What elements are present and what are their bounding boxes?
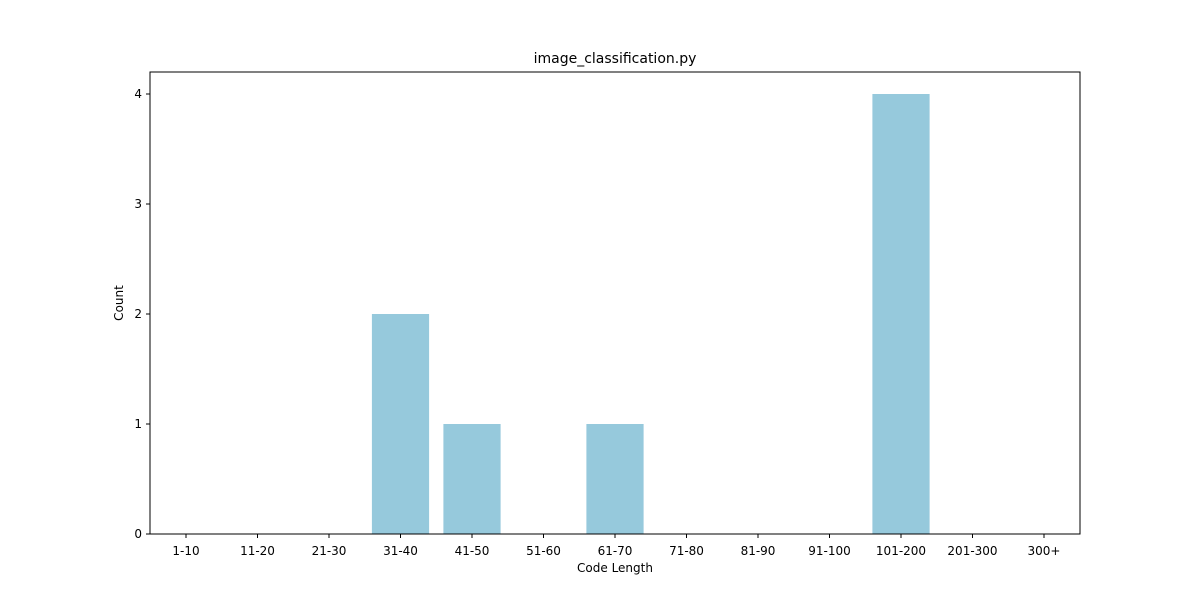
x-tick-label: 81-90 (741, 544, 776, 558)
bar-31-40 (371, 314, 430, 534)
y-tick-label: 4 (134, 87, 142, 101)
bars-layer (371, 94, 930, 534)
bar-61-70 (586, 424, 644, 534)
x-tick-label: 300+ (1028, 544, 1061, 558)
bar-101-200 (872, 94, 930, 534)
x-tick-label: 21-30 (312, 544, 347, 558)
x-tick-label: 201-300 (947, 544, 997, 558)
y-tick-label: 0 (134, 527, 142, 541)
x-axis-label: Code Length (577, 561, 653, 575)
x-tick-label: 1-10 (172, 544, 199, 558)
x-tick-label: 11-20 (240, 544, 275, 558)
x-tick-label: 61-70 (598, 544, 633, 558)
chart-title: image_classification.py (534, 51, 697, 67)
x-tick-label: 31-40 (383, 544, 418, 558)
x-axis: 1-10 11-20 21-30 31-40 41-50 51-60 61-70 71-80 8… (172, 534, 1060, 558)
y-tick-label: 2 (134, 307, 142, 321)
bar-41-50 (443, 424, 501, 534)
x-tick-label: 101-200 (876, 544, 926, 558)
x-tick-label: 91-100 (808, 544, 851, 558)
x-tick-label: 71-80 (669, 544, 704, 558)
y-tick-label: 3 (134, 197, 142, 211)
y-tick-label: 1 (134, 417, 142, 431)
y-axis-label: Count (112, 285, 126, 321)
x-tick-label: 51-60 (526, 544, 561, 558)
y-axis: 0 1 2 3 4 (134, 87, 150, 541)
x-tick-label: 41-50 (455, 544, 490, 558)
